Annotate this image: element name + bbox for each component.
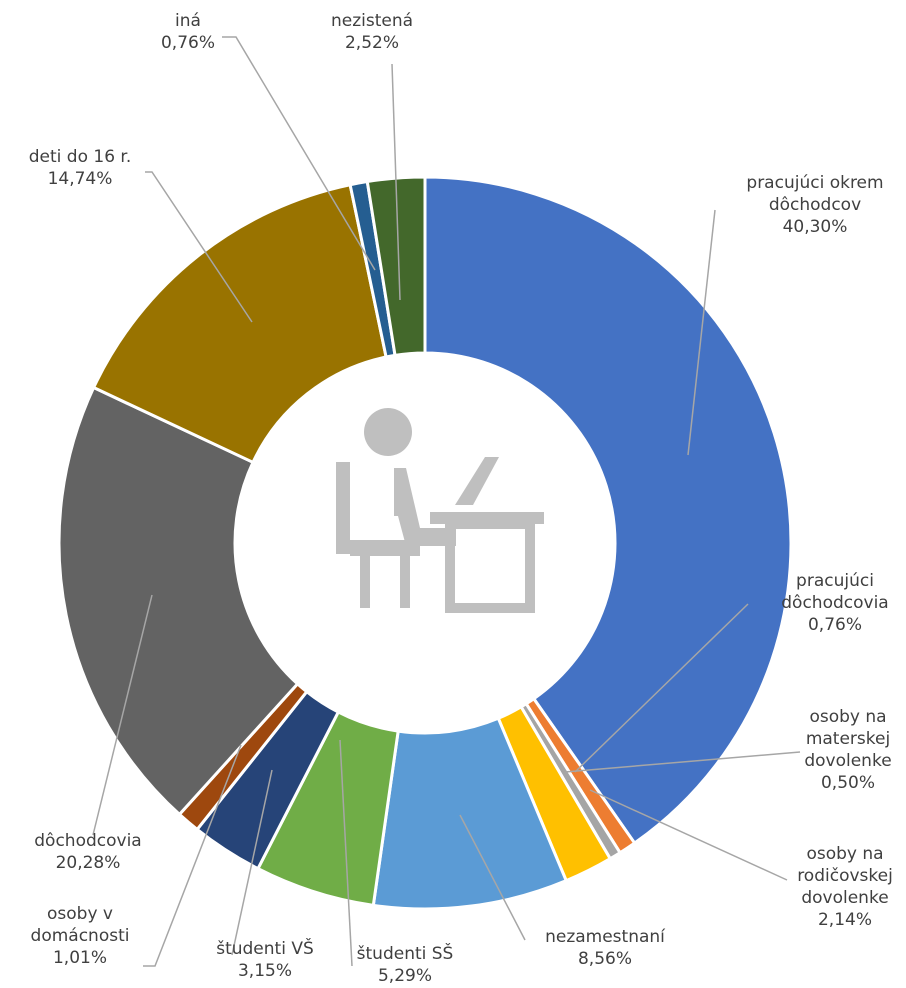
value-label: 14,74% xyxy=(47,169,113,189)
value-label: 40,30% xyxy=(782,217,848,237)
data-label: iná 0,76% xyxy=(138,10,238,54)
value-label: 3,15% xyxy=(237,961,292,981)
data-label: osoby v domácnosti 1,01% xyxy=(5,903,155,969)
category-name: nezistená xyxy=(330,11,414,31)
value-label: 0,76% xyxy=(160,33,215,53)
value-label: 0,50% xyxy=(820,773,875,793)
data-label: osoby na materskej dovolenke 0,50% xyxy=(793,706,903,794)
leader-line xyxy=(145,171,253,323)
data-label: nezamestnaní 8,56% xyxy=(515,926,695,970)
leader-line xyxy=(231,769,273,956)
donut-slice xyxy=(423,175,793,846)
value-label: 2,14% xyxy=(817,910,872,930)
leader-line xyxy=(391,63,401,301)
category-name: pracujúci okrem dôchodcov xyxy=(746,173,884,215)
value-label: 5,29% xyxy=(377,966,432,986)
data-label: študenti VŠ 3,15% xyxy=(195,938,335,982)
data-label: pracujúci dôchodcovia 0,76% xyxy=(760,570,906,636)
category-name: osoby na rodičovskej dovolenke xyxy=(797,844,893,908)
value-label: 1,01% xyxy=(52,948,107,968)
data-label: nezistená 2,52% xyxy=(312,10,432,54)
leader-line xyxy=(574,603,749,773)
leader-line xyxy=(589,789,788,881)
data-label: osoby na rodičovskej dovolenke 2,14% xyxy=(785,843,905,931)
category-name: študenti SŠ xyxy=(356,944,454,964)
donut-slice xyxy=(365,175,427,358)
value-label: 0,76% xyxy=(807,615,862,635)
value-label: 2,52% xyxy=(344,33,399,53)
category-name: študenti VŠ xyxy=(216,939,314,959)
leader-line xyxy=(143,744,242,967)
data-label: dôchodcovia 20,28% xyxy=(8,830,168,874)
category-name: osoby v domácnosti xyxy=(30,904,130,946)
donut-slice xyxy=(91,182,388,465)
donut-slice xyxy=(57,385,300,817)
category-name: dôchodcovia xyxy=(34,831,142,851)
value-label: 8,56% xyxy=(577,949,632,969)
category-name: osoby na materskej dovolenke xyxy=(804,707,892,771)
category-name: iná xyxy=(175,11,201,31)
value-label: 20,28% xyxy=(55,853,121,873)
data-label: deti do 16 r. 14,74% xyxy=(0,146,160,190)
data-label: pracujúci okrem dôchodcov 40,30% xyxy=(728,172,903,238)
data-label: študenti SŠ 5,29% xyxy=(335,943,475,987)
category-name: deti do 16 r. xyxy=(28,147,132,167)
center-icon xyxy=(336,408,544,613)
leader-line xyxy=(92,594,153,836)
leader-line xyxy=(459,814,526,941)
category-name: nezamestnaní xyxy=(545,927,665,947)
leader-line xyxy=(222,36,376,271)
leader-line xyxy=(564,751,801,773)
leader-line xyxy=(339,739,353,967)
leader-line xyxy=(687,209,716,456)
category-name: pracujúci dôchodcovia xyxy=(781,571,889,613)
